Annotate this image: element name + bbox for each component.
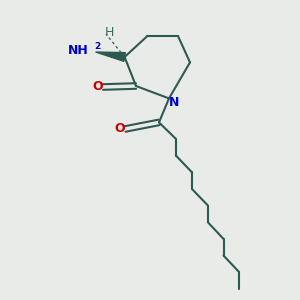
Text: 2: 2 — [94, 42, 100, 51]
Text: H: H — [105, 26, 114, 40]
Text: O: O — [115, 122, 125, 136]
Text: O: O — [93, 80, 103, 94]
Polygon shape — [96, 52, 125, 61]
Text: N: N — [169, 96, 179, 109]
Text: NH: NH — [68, 44, 88, 58]
